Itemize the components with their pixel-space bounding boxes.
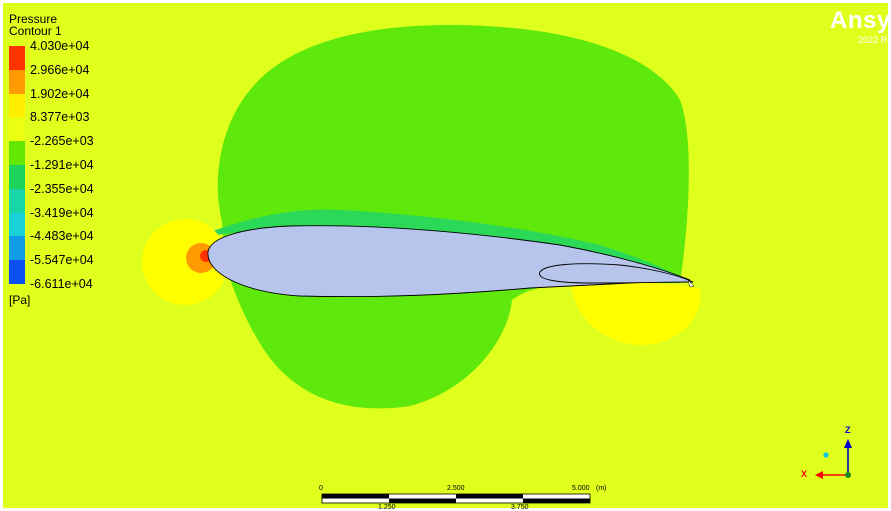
legend-subtitle: Contour 1 [9,24,62,38]
legend-swatch [9,236,25,261]
scale-bar-segment-4 [523,498,590,503]
airfoil-flap-element [539,263,694,284]
scale-bar-segment-2 [456,494,523,499]
leading-edge-high-pressure [142,219,228,305]
legend-unit: [Pa] [9,293,31,307]
scale-tick-3750: 3.750 [511,504,529,511]
legend-swatch [9,212,25,237]
triad-origin [845,472,851,478]
legend-swatch [9,93,25,118]
legend-level-label: -1.291e+04 [30,158,94,172]
legend-level-label: -4.483e+04 [30,229,94,244]
scale-tick-1250: 1.250 [378,504,396,511]
legend-level-label: -2.265e+03 [30,134,94,149]
legend-level-label: 2.966e+04 [30,62,90,77]
legend-swatch [9,188,25,214]
triad-x-label: X [801,469,808,479]
ansys-version: 2022 R [858,35,888,45]
legend-swatch [9,117,25,142]
legend-level-label: 1.902e+04 [30,86,90,101]
legend-swatch [9,165,25,190]
legend-color-bar [9,46,25,285]
scale-tick-2500: 2.500 [447,485,465,492]
legend-swatch [9,69,25,95]
legend-swatch [9,46,25,71]
legend-swatch [9,141,25,166]
scale-bar-segment-1 [322,494,389,499]
legend-level-label: -6.611e+04 [30,277,93,291]
scale-unit: (m) [596,485,607,492]
scale-bar-segment-3 [389,498,456,503]
legend-title: Pressure [9,12,58,26]
legend-level-label: 4.030e+04 [30,39,90,53]
trailing-edge-high-pressure [570,281,701,346]
legend-swatch [9,260,25,285]
legend-level-label: 8.377e+03 [30,110,90,125]
ansys-logo: Ansys [830,7,891,34]
triad-x-arrow [815,471,823,479]
legend-level-label: -5.547e+04 [30,253,94,268]
triad-z-arrow [844,439,852,448]
triad-z-label: Z [845,425,851,435]
flap-trailing-tip [687,279,695,288]
triad-y-indicator [823,452,829,458]
scale-tick-5000: 5.000 [572,485,590,492]
scale-tick-0: 0 [319,485,323,492]
low-pressure-region [217,25,689,409]
legend-level-label: -2.355e+04 [30,181,94,196]
legend-level-label: -3.419e+04 [30,205,94,220]
